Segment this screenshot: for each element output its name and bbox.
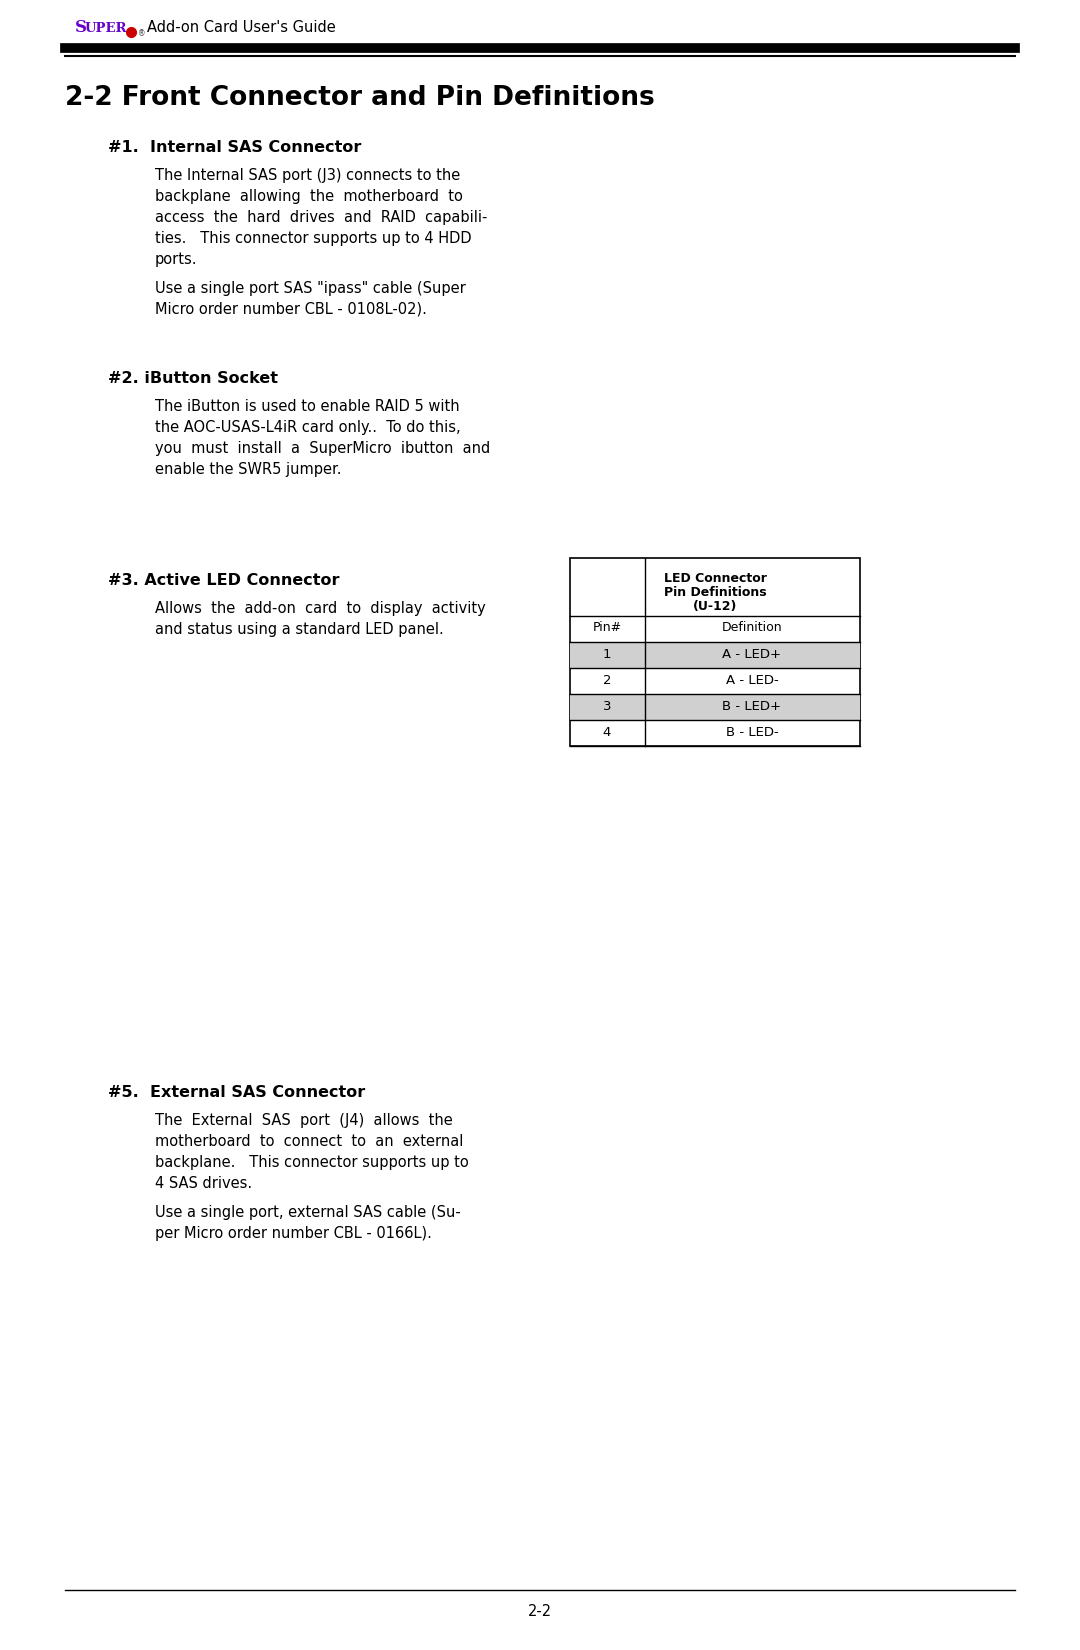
Text: #2. iButton Socket: #2. iButton Socket [108,371,278,386]
Text: B - LED-: B - LED- [726,726,779,739]
Text: #1.  Internal SAS Connector: #1. Internal SAS Connector [108,140,362,155]
Text: Allows  the  add-on  card  to  display  activity: Allows the add-on card to display activi… [156,601,486,615]
Text: Definition: Definition [721,620,782,634]
Text: LED Connector: LED Connector [663,573,767,586]
Text: enable the SWR5 jumper.: enable the SWR5 jumper. [156,462,341,477]
Text: access  the  hard  drives  and  RAID  capabili-: access the hard drives and RAID capabili… [156,210,487,224]
Text: the AOC-USAS-L4iR card only..  To do this,: the AOC-USAS-L4iR card only.. To do this… [156,421,461,436]
Text: Pin Definitions: Pin Definitions [664,586,767,599]
Text: 2-2: 2-2 [528,1604,552,1619]
Text: ties.   This connector supports up to 4 HDD: ties. This connector supports up to 4 HD… [156,231,472,246]
Text: backplane.   This connector supports up to: backplane. This connector supports up to [156,1155,469,1170]
Text: (U-12): (U-12) [692,601,738,614]
Text: 4: 4 [603,726,611,739]
Bar [570,642,860,668]
Text: #3. Active LED Connector: #3. Active LED Connector [108,573,339,587]
Text: you  must  install  a  SuperMicro  ibutton  and: you must install a SuperMicro ibutton an… [156,441,490,455]
Text: A - LED+: A - LED+ [723,648,782,662]
Text: 3: 3 [603,701,611,713]
Text: 1: 1 [603,648,611,662]
Text: 4 SAS drives.: 4 SAS drives. [156,1176,252,1191]
Text: A - LED-: A - LED- [726,675,779,688]
Text: #5.  External SAS Connector: #5. External SAS Connector [108,1086,365,1101]
Text: Use a single port, external SAS cable (Su-: Use a single port, external SAS cable (S… [156,1204,461,1219]
Text: S: S [75,20,87,36]
Text: ports.: ports. [156,252,198,267]
Bar [570,558,860,746]
Text: The iButton is used to enable RAID 5 with: The iButton is used to enable RAID 5 wit… [156,399,460,414]
Text: 2-2 Front Connector and Pin Definitions: 2-2 Front Connector and Pin Definitions [65,86,654,111]
Text: motherboard  to  connect  to  an  external: motherboard to connect to an external [156,1134,463,1148]
Text: Use a single port SAS "ipass" cable (Super: Use a single port SAS "ipass" cable (Sup… [156,280,465,295]
Text: 2: 2 [603,675,611,688]
Text: Add-on Card User's Guide: Add-on Card User's Guide [147,20,336,36]
Text: The  External  SAS  port  (J4)  allows  the: The External SAS port (J4) allows the [156,1114,453,1129]
Text: backplane  allowing  the  motherboard  to: backplane allowing the motherboard to [156,190,463,205]
Text: and status using a standard LED panel.: and status using a standard LED panel. [156,622,444,637]
Text: Micro order number CBL - 0108L-02).: Micro order number CBL - 0108L-02). [156,302,427,317]
Bar [570,695,860,719]
Text: UPER: UPER [85,21,127,35]
Text: The Internal SAS port (J3) connects to the: The Internal SAS port (J3) connects to t… [156,168,460,183]
Text: ®: ® [138,30,146,38]
Text: B - LED+: B - LED+ [723,701,782,713]
Text: per Micro order number CBL - 0166L).: per Micro order number CBL - 0166L). [156,1226,432,1241]
Text: Pin#: Pin# [593,620,622,634]
